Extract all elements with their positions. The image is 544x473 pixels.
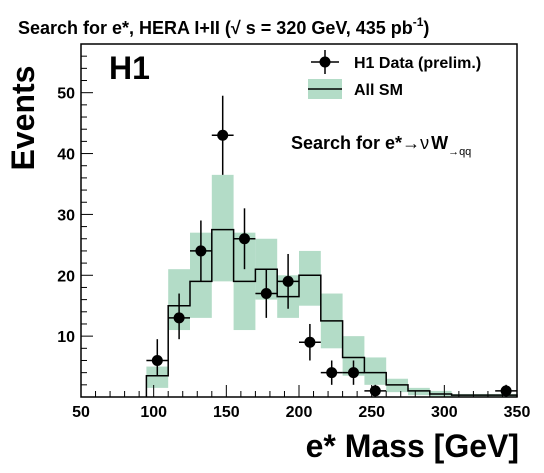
x-tick-label: 250 [358, 404, 385, 421]
data-point [277, 253, 299, 309]
data-point-marker [282, 275, 294, 287]
legend: H1 Data (prelim.) All SM [308, 50, 481, 99]
data-point [211, 95, 234, 175]
chart-title: Search for e*, HERA I+II (√ s = 320 GeV,… [18, 15, 429, 38]
x-tick-label: 350 [504, 404, 531, 421]
chart-title-superscript: -1 [413, 15, 424, 29]
data-point [342, 360, 365, 385]
data-point-marker [239, 233, 250, 245]
x-tick-label: 150 [213, 404, 240, 421]
data-point-marker [348, 367, 359, 379]
annotation-text: Search for e* [291, 133, 402, 153]
y-axis-label: Events [5, 66, 41, 171]
x-tick-label: 50 [72, 404, 90, 421]
x-tick-label: 200 [286, 404, 313, 421]
legend-data-label: H1 Data (prelim.) [354, 55, 481, 72]
data-point [364, 384, 387, 397]
y-tick-label: 10 [57, 329, 75, 346]
annotation-arrow: → [402, 133, 420, 153]
data-point-marker [195, 245, 207, 257]
annotation-w: W [431, 133, 448, 153]
sm-band-bin [364, 357, 387, 385]
y-tick-label: 30 [57, 207, 75, 224]
data-point [320, 360, 343, 385]
y-tick-label: 50 [57, 86, 75, 103]
data-point [190, 220, 212, 282]
data-points [146, 95, 517, 397]
annotation-nu: ν [420, 133, 429, 153]
annotation-subscript: →qq [448, 146, 471, 158]
x-tick-label: 100 [140, 404, 167, 421]
chart-title-end: ) [423, 18, 429, 38]
channel-annotation: Search for e*→ν W→qq [291, 133, 471, 158]
data-point-marker [260, 288, 272, 300]
x-tick-label: 300 [431, 404, 458, 421]
sm-band-bin [146, 366, 169, 388]
data-point [495, 384, 517, 397]
legend-data-marker [319, 56, 331, 68]
y-tick-label: 40 [57, 147, 75, 164]
data-point [146, 339, 169, 376]
axis-ticks: 50 100 150 200 250 300 350 10 20 30 40 50 [57, 43, 531, 421]
data-point-marker [217, 129, 229, 141]
data-point [233, 208, 256, 270]
sm-band-bin [299, 250, 321, 306]
data-point [168, 293, 190, 340]
x-axis-label: e* Mass [GeV] [306, 428, 519, 464]
data-point-marker [369, 385, 381, 397]
data-point-marker [304, 336, 316, 348]
sm-band-bin [211, 174, 234, 282]
plot-frame [80, 43, 518, 398]
data-point-marker [173, 312, 185, 324]
data-point-marker [500, 385, 512, 397]
data-point-marker [326, 367, 338, 379]
data-point-marker [151, 354, 163, 366]
y-tick-label: 20 [57, 268, 75, 285]
sm-band-bin [342, 336, 365, 376]
legend-sm-label: All SM [354, 82, 403, 99]
chart-title-main: Search for e*, HERA I+II (√ s = 320 GeV,… [18, 18, 413, 38]
experiment-label: H1 [109, 50, 150, 86]
data-point [299, 323, 321, 361]
data-point [255, 269, 278, 318]
